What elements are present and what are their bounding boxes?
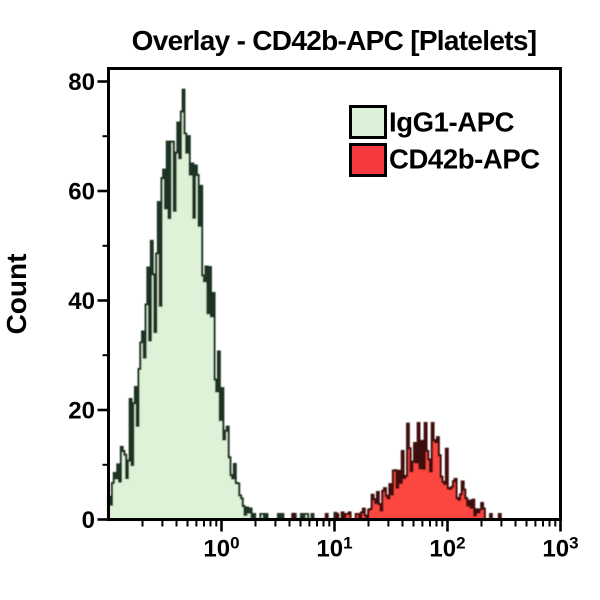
svg-text:Count: Count <box>1 254 32 335</box>
svg-text:103: 103 <box>542 534 578 563</box>
svg-text:20: 20 <box>68 398 95 425</box>
svg-text:IgG1-APC: IgG1-APC <box>389 107 515 138</box>
svg-text:80: 80 <box>68 69 95 96</box>
svg-text:40: 40 <box>68 288 95 315</box>
svg-text:Overlay - CD42b-APC [Platelets: Overlay - CD42b-APC [Platelets] <box>132 25 537 56</box>
svg-text:60: 60 <box>68 179 95 206</box>
svg-text:0: 0 <box>82 507 95 534</box>
svg-text:CD42b-APC: CD42b-APC <box>389 143 540 174</box>
